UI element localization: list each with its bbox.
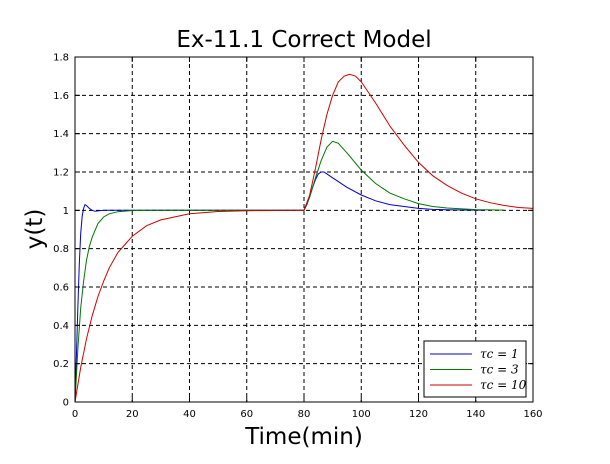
x-tick-label: 120 (409, 409, 428, 420)
legend-items: τc = 1 τc = 3τc = 10 (430, 347, 527, 392)
x-tick-label: 80 (298, 409, 311, 420)
y-tick-label: 0.2 (53, 359, 69, 370)
legend-label-3: τc = 10 (480, 378, 527, 392)
x-tick-label: 40 (183, 409, 196, 420)
y-tick-label: 1.8 (53, 53, 69, 64)
y-tick-label: 0.6 (53, 283, 69, 294)
series-line-3 (74, 73, 534, 403)
legend: τc = 1 τc = 3τc = 10 (423, 340, 527, 398)
x-tick-label: 100 (352, 409, 371, 420)
legend-label-2: τc = 3 (480, 363, 519, 377)
y-axis-title: y(t) (22, 209, 48, 250)
series-layer (74, 73, 534, 403)
y-tick-label: 1.4 (53, 129, 69, 140)
chart-title: Ex-11.1 Correct Model (176, 27, 431, 53)
y-tick-label: 0.4 (53, 321, 69, 332)
y-tick-label: 1 (63, 206, 69, 217)
x-tick-label: 140 (466, 409, 485, 420)
y-tick-label: 1.2 (53, 168, 69, 179)
x-tick-label: 60 (240, 409, 253, 420)
tick-layer: 0 20 40 60 80 100 120 140 160 0 0.2 0.4 0.6 0.8 1 1.2 1.… (53, 53, 542, 421)
y-tick-label: 1.6 (53, 91, 69, 102)
legend-label-1: τc = 1 (480, 347, 519, 361)
y-tick-label: 0.8 (53, 244, 69, 255)
x-tick-label: 20 (126, 409, 139, 420)
x-tick-label: 160 (523, 409, 542, 420)
y-tick-label: 0 (63, 398, 69, 409)
x-tick-label: 0 (72, 409, 78, 420)
x-axis-title: Time(min) (244, 424, 363, 450)
